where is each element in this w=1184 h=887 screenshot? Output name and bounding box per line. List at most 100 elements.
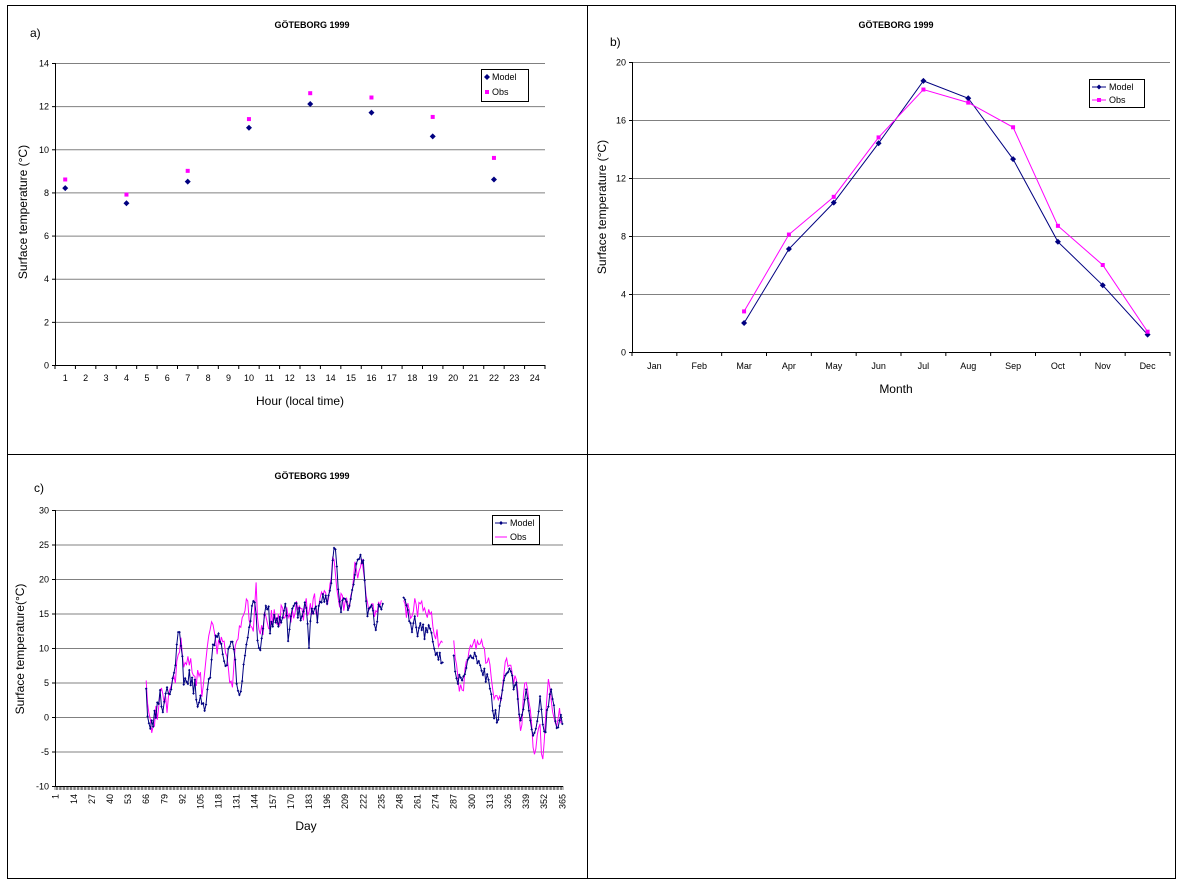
chart-c-xtick-label: 261	[413, 794, 423, 809]
chart-b-legend-obs: Obs	[1109, 95, 1126, 105]
chart-a-legend-obs-marker	[485, 90, 489, 94]
chart-c-model-point	[502, 679, 506, 682]
chart-a-xtick-label: 21	[469, 373, 479, 383]
chart-c-model-point	[494, 708, 497, 712]
chart-c-xtick-label: 53	[123, 794, 133, 804]
chart-c-model-point	[350, 588, 354, 592]
chart-a-xtick-label: 6	[165, 373, 170, 383]
chart-c-model-point	[176, 630, 180, 634]
chart-c-model-point	[492, 717, 496, 720]
chart-b-ytick-label: 0	[621, 348, 626, 358]
chart-c-model-point	[222, 659, 226, 663]
chart-c-model-point	[513, 683, 517, 687]
chart-b-model-point	[965, 95, 972, 102]
chart-c-model-point	[538, 695, 542, 698]
chart-c-model-point	[516, 697, 520, 701]
chart-b-xtick-label: May	[825, 361, 843, 371]
chart-b-ytick-label: 16	[616, 116, 626, 126]
chart-c-model-point	[149, 727, 152, 731]
chart-c-model-point	[527, 709, 531, 713]
chart-c-model-point	[260, 637, 263, 640]
chart-c-model-point	[552, 703, 556, 707]
chart-c-model-point	[352, 583, 355, 586]
chart-c-model-point	[264, 604, 268, 608]
chart-c-model-point	[491, 709, 495, 713]
chart-c-model-point	[345, 600, 348, 604]
chart-c-model-point	[275, 617, 279, 620]
chart-a-model-point	[307, 100, 314, 107]
chart-c-legend-model-marker	[499, 521, 503, 525]
chart-c-model-point	[367, 607, 371, 610]
chart-c-ytick-label: -10	[36, 782, 49, 792]
chart-c-model-point	[495, 721, 499, 724]
chart-c-model-point	[282, 609, 286, 613]
chart-c-xtick-label: 118	[214, 794, 224, 808]
chart-c-model-point	[263, 613, 266, 617]
panel-c-label: c)	[34, 481, 44, 495]
chart-c-xtick-label: 196	[322, 794, 332, 809]
chart-c-model-point	[537, 710, 540, 713]
chart-c-model-point	[432, 647, 436, 650]
chart-c-model-point	[313, 607, 316, 610]
chart-a-obs-point	[246, 117, 251, 122]
chart-c-model-point	[515, 681, 518, 684]
chart-c-model-point	[270, 620, 273, 624]
chart-c-model-point	[427, 623, 430, 627]
chart-a-xtick-label: 13	[305, 373, 315, 383]
chart-a-legend-model: Model	[492, 72, 517, 82]
chart-b-model-point	[920, 77, 927, 84]
chart-c-model-point	[413, 614, 417, 618]
chart-c-model-point	[346, 608, 350, 612]
chart-c-model-point	[348, 604, 351, 608]
chart-b-ytick-label: 4	[621, 290, 626, 300]
chart-c-model-point	[167, 692, 170, 695]
chart-c-xlabel: Day	[295, 819, 316, 833]
chart-c-xtick-label: 183	[304, 794, 314, 809]
chart-a-model-point	[123, 200, 130, 207]
chart-c-model-point	[490, 692, 493, 696]
chart-c-daily: -10 -5 0 5 10 15 20 25 30 1 14 27 40 53 66 79 92 105 118 13…	[13, 506, 567, 834]
chart-c-model-point	[339, 610, 343, 614]
chart-c-model-point	[501, 688, 504, 692]
chart-c-model-point	[423, 637, 426, 641]
chart-c-ytick-label: 15	[39, 609, 49, 619]
chart-c-model-point	[462, 674, 465, 678]
chart-c-model-point	[258, 648, 262, 652]
chart-c-model-point	[368, 605, 372, 609]
chart-c-model-point	[547, 705, 550, 708]
chart-c-model-point	[293, 601, 297, 605]
chart-c-model-point	[441, 661, 444, 664]
chart-b-legend-obs-marker	[1097, 98, 1101, 102]
chart-c-model-point	[169, 688, 173, 691]
chart-c-model-point	[229, 640, 233, 644]
chart-c-model-point	[307, 646, 311, 650]
chart-c-model-point	[226, 647, 230, 650]
chart-b-model-point	[830, 199, 837, 206]
chart-a-xtick-label: 22	[489, 373, 499, 383]
chart-a-xtick-label: 8	[206, 373, 211, 383]
chart-c-model-point	[561, 722, 564, 726]
chart-c-model-point	[456, 682, 460, 686]
chart-c-model-point	[158, 688, 162, 692]
chart-c-model-point	[321, 592, 325, 596]
chart-b-monthly: 0 4 8 12 16 20 Jan Feb Mar Apr May Jun Jul Aug Sep Oct N…	[595, 58, 1171, 396]
chart-c-model-point	[311, 612, 315, 615]
chart-b-obs-point	[1145, 329, 1150, 334]
chart-b-legend-box	[1089, 79, 1145, 108]
chart-c-model-point	[144, 687, 148, 691]
chart-c-model-point	[378, 605, 382, 608]
chart-c-model-point	[254, 612, 258, 616]
chart-c-model-point	[542, 730, 546, 733]
chart-c-xtick-label: 365	[557, 794, 567, 809]
chart-c-model-point	[153, 709, 156, 713]
chart-c-model-point	[207, 677, 211, 681]
chart-c-model-point	[558, 719, 561, 722]
chart-c-model-point	[257, 646, 261, 650]
chart-c-model-point	[528, 719, 532, 722]
chart-c-model-point	[250, 604, 254, 608]
chart-c-model-point	[419, 621, 422, 625]
chart-b-obs-point	[786, 232, 791, 237]
chart-c-model-point	[453, 670, 457, 673]
chart-a-obs-point	[63, 177, 68, 182]
